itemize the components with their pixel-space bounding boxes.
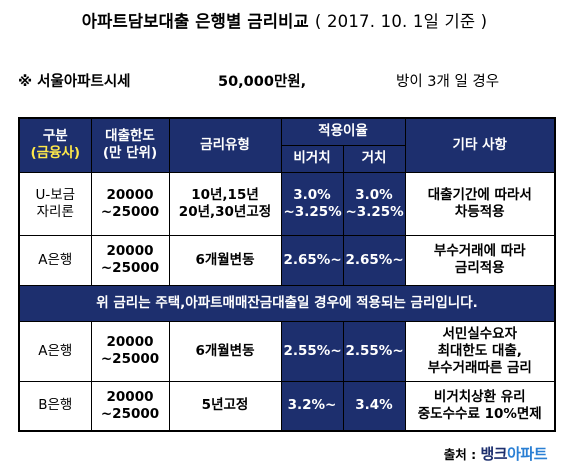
table-row: U-보금 자리론 20000 ~25000 10년,15년 20년,30년고정 … [18,171,556,236]
row-deferred: 3.4% [342,380,406,432]
table-row: A은행 20000 ~25000 6개월변동 2.65%~ 2.65%~ 부수거… [18,234,556,286]
title-main: 아파트담보대출 은행별 금리비교 [81,12,309,31]
row-name: A은행 [18,234,92,286]
header-limit: 대출한도 (만 단위) [90,117,170,173]
source-label: 출처 : [443,447,477,462]
header-other: 기타 사항 [404,117,556,173]
row-non-deferred: 3.0% ~3.25% [280,171,344,236]
header-applied-rate: 적용이율 [280,117,406,146]
row-name: A은행 [18,320,92,382]
row-deferred: 2.65%~ [342,234,406,286]
table-row: A은행 20000 ~25000 6개월변동 2.55%~ 2.55%~ 서민실… [18,320,556,382]
row-non-deferred: 3.2%~ [280,380,344,432]
table-row: B은행 20000 ~25000 5년고정 3.2%~ 3.4% 비거치상환 유… [18,380,556,432]
page-title: 아파트담보대출 은행별 금리비교 ( 2017. 10. 1일 기준 ) [0,8,569,32]
row-name: B은행 [18,380,92,432]
row-other: 대출기간에 따라서 차등적용 [404,171,556,236]
header-rate-type: 금리유형 [168,117,282,173]
notice-banner: 위 금리는 주택,아파트매매잔금대출일 경우에 적용되는 금리입니다. [18,284,556,322]
header-row: 구분 (금융사) 대출한도 (만 단위) 금리유형 적용이율 기타 사항 [18,117,556,173]
row-other: 부수거래에 따라 금리적용 [404,234,556,286]
row-non-deferred: 2.65%~ [280,234,344,286]
row-deferred: 3.0% ~3.25% [342,171,406,236]
row-limit: 20000 ~25000 [90,234,170,286]
row-non-deferred: 2.55%~ [280,320,344,382]
row-other: 비거치상환 유리 중도수수료 10%면제 [404,380,556,432]
row-deferred: 2.55%~ [342,320,406,382]
row-name: U-보금 자리론 [18,171,92,236]
source-credit: 출처 : 뱅크아파트 [443,443,548,464]
row-other: 서민실수요자 최대한도 대출, 부수거래따른 금리 [404,320,556,382]
rate-comparison-table: 구분 (금융사) 대출한도 (만 단위) 금리유형 적용이율 기타 사항 비거치… [18,117,556,432]
row-limit: 20000 ~25000 [90,171,170,236]
header-type: 구분 (금융사) [18,117,92,173]
row-limit: 20000 ~25000 [90,380,170,432]
row-limit: 20000 ~25000 [90,320,170,382]
note-condition: 방이 3개 일 경우 [396,74,500,90]
banner-row: 위 금리는 주택,아파트매매잔금대출일 경우에 적용되는 금리입니다. [18,284,556,322]
row-rate-type: 6개월변동 [168,234,282,286]
subheader-row: 비거치 거치 [19,144,555,173]
header-non-deferred: 비거치 [280,144,344,173]
row-rate-type: 10년,15년 20년,30년고정 [168,171,282,236]
note-price: 50,000만원, [218,74,307,90]
title-date: ( 2017. 10. 1일 기준 ) [314,12,488,31]
row-rate-type: 6개월변동 [168,320,282,382]
source-logo: 뱅크아파트 [480,445,547,463]
note-region: ※ 서울아파트시세 [18,74,131,90]
row-rate-type: 5년고정 [168,380,282,432]
header-deferred: 거치 [342,144,406,173]
